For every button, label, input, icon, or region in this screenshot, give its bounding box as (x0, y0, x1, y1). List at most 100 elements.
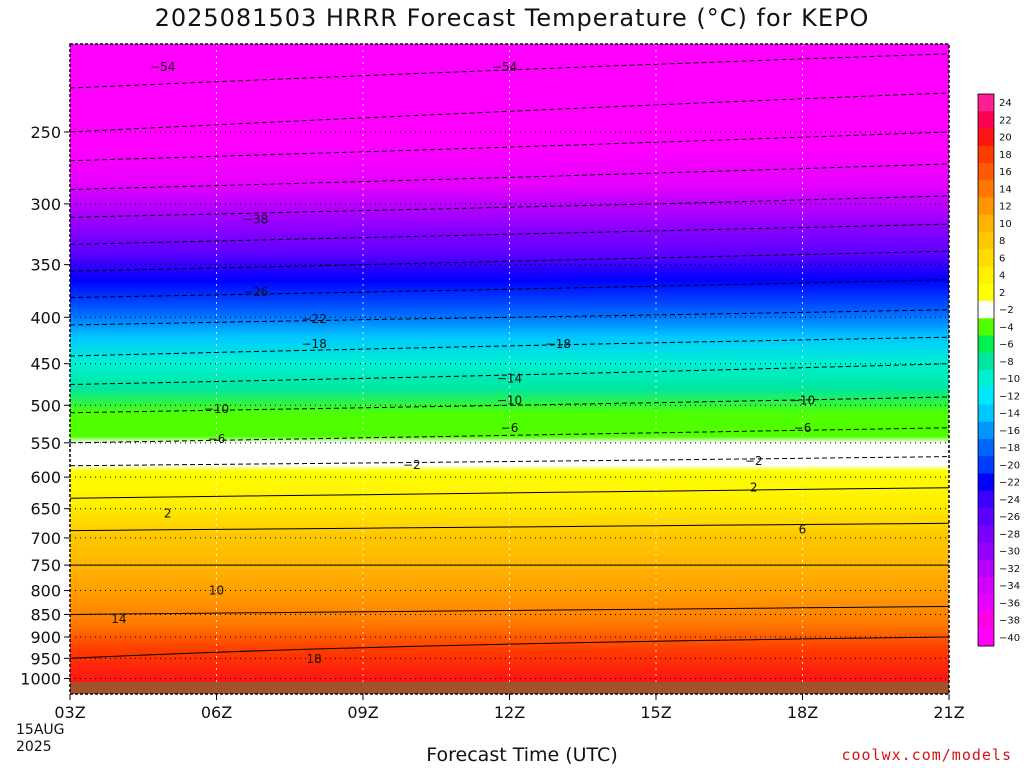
x-start-day: 15AUG (16, 722, 65, 738)
colorbar-swatch (978, 318, 994, 336)
isotherm-label: −10 (790, 393, 815, 407)
colorbar-label: 18 (999, 150, 1012, 161)
isotherm-label: −2 (745, 454, 763, 468)
y-tick-label: 900 (30, 628, 61, 647)
isotherm-label: −38 (243, 212, 268, 226)
isotherm-label: 2 (164, 507, 172, 521)
colorbar-label: −12 (999, 391, 1020, 402)
isotherm-label: −6 (794, 421, 812, 435)
isotherm-label: 2 (750, 481, 758, 495)
isotherm-negative (70, 456, 949, 467)
isotherm-positive (70, 606, 949, 615)
x-start-year: 2025 (16, 739, 52, 755)
colorbar-label: 16 (999, 167, 1012, 178)
isotherm-negative (70, 163, 949, 190)
colorbar-swatch (978, 473, 994, 492)
colorbar-label: −14 (999, 409, 1020, 420)
isotherm-label: 14 (111, 612, 126, 626)
y-tick-label: 550 (30, 434, 61, 453)
isotherm-label: 10 (209, 584, 224, 598)
y-tick-label: 250 (30, 123, 61, 142)
plot-frame (69, 43, 950, 695)
colorbar-label: 12 (999, 202, 1012, 213)
isotherm-label: −6 (208, 432, 226, 446)
y-axis: 250 300 350 400 450 500 550 600 650 700 750 800 850 9… (20, 123, 70, 689)
colorbar-label: −2 (999, 305, 1014, 316)
isotherm-negative (70, 131, 949, 162)
colorbar-swatch (978, 232, 994, 250)
isotherm-label: 6 (799, 522, 807, 536)
colorbar-label: 2 (999, 288, 1005, 299)
x-tick-label: 06Z (201, 703, 232, 722)
y-tick-label: 750 (30, 556, 61, 575)
colorbar-label: −20 (999, 460, 1020, 471)
isotherm-negative (70, 92, 949, 133)
colorbar-label: −40 (999, 633, 1020, 644)
colorbar-swatch (978, 594, 994, 612)
colorbar-swatch (978, 145, 994, 164)
colorbar-swatch (978, 490, 994, 509)
grid-lines (70, 44, 949, 682)
isotherm-label: 18 (307, 652, 322, 666)
y-tick-label: 950 (30, 649, 61, 668)
colorbar-label: −28 (999, 529, 1020, 540)
ground-band (70, 682, 949, 694)
isotherm-positive (70, 522, 949, 532)
colorbar-swatch (978, 439, 994, 457)
isotherm-negative (70, 279, 949, 298)
colorbar-swatch (978, 559, 994, 578)
colorbar-label: −8 (999, 357, 1014, 368)
isotherm-label: −54 (150, 60, 175, 74)
isotherm-positive (70, 487, 949, 499)
y-tick-label: 800 (30, 582, 61, 601)
y-tick-label: 350 (30, 256, 61, 275)
colorbar-label: −34 (999, 581, 1020, 592)
colorbar-swatch (978, 94, 994, 112)
x-tick-label: 21Z (933, 703, 964, 722)
colorbar-swatch (978, 283, 994, 302)
x-tick-label: 18Z (787, 703, 818, 722)
x-axis-label: Forecast Time (UTC) (426, 744, 618, 766)
colorbar-swatch (978, 197, 994, 216)
isotherm-label: −18 (302, 337, 327, 351)
colorbar-label: −30 (999, 547, 1020, 558)
colorbar-swatch (978, 128, 994, 147)
isotherm-labels: −54 −54−38−26−22−18 −18−14−10−10 −10−6−6 −6−… (111, 60, 815, 666)
isotherm-label: −6 (501, 421, 519, 435)
colorbar-label: −26 (999, 512, 1020, 523)
y-tick-label: 400 (30, 308, 61, 327)
colorbar-swatch (978, 421, 994, 440)
colorbar-swatch (978, 266, 994, 285)
colorbar-label: 8 (999, 236, 1005, 247)
colorbar-label: −6 (999, 340, 1014, 351)
colorbar-label: −4 (999, 322, 1014, 333)
colorbar-swatch (978, 370, 994, 388)
isotherm-positive (70, 636, 949, 659)
isotherm-label: −2 (403, 458, 421, 472)
colorbar-label: 20 (999, 133, 1012, 144)
colorbar-swatch (978, 542, 994, 561)
colorbar-swatch (978, 387, 994, 405)
y-tick-label: 700 (30, 529, 61, 548)
colorbar-swatch (978, 611, 994, 630)
colorbar-swatch (978, 628, 994, 647)
isotherm-label: −54 (492, 60, 517, 74)
colorbar-label: 22 (999, 115, 1012, 126)
y-tick-label: 1000 (20, 670, 61, 689)
colorbar-swatch (978, 352, 994, 371)
y-tick-label: 600 (30, 468, 61, 487)
colorbar-label: −38 (999, 616, 1020, 627)
colorbar-label: −24 (999, 495, 1020, 506)
colorbar-label: 24 (999, 98, 1012, 109)
colorbar-swatch (978, 577, 994, 595)
colorbar-swatch (978, 508, 994, 526)
x-start-date: 15AUG 2025 (16, 722, 65, 756)
x-tick-label: 09Z (347, 703, 378, 722)
isotherm-negative (70, 223, 949, 245)
x-tick-label: 03Z (54, 703, 85, 722)
isotherm-negative (70, 250, 949, 272)
isotherm-negative (70, 53, 949, 89)
colorbar-label: 4 (999, 271, 1005, 282)
colorbar-swatch (978, 525, 994, 543)
